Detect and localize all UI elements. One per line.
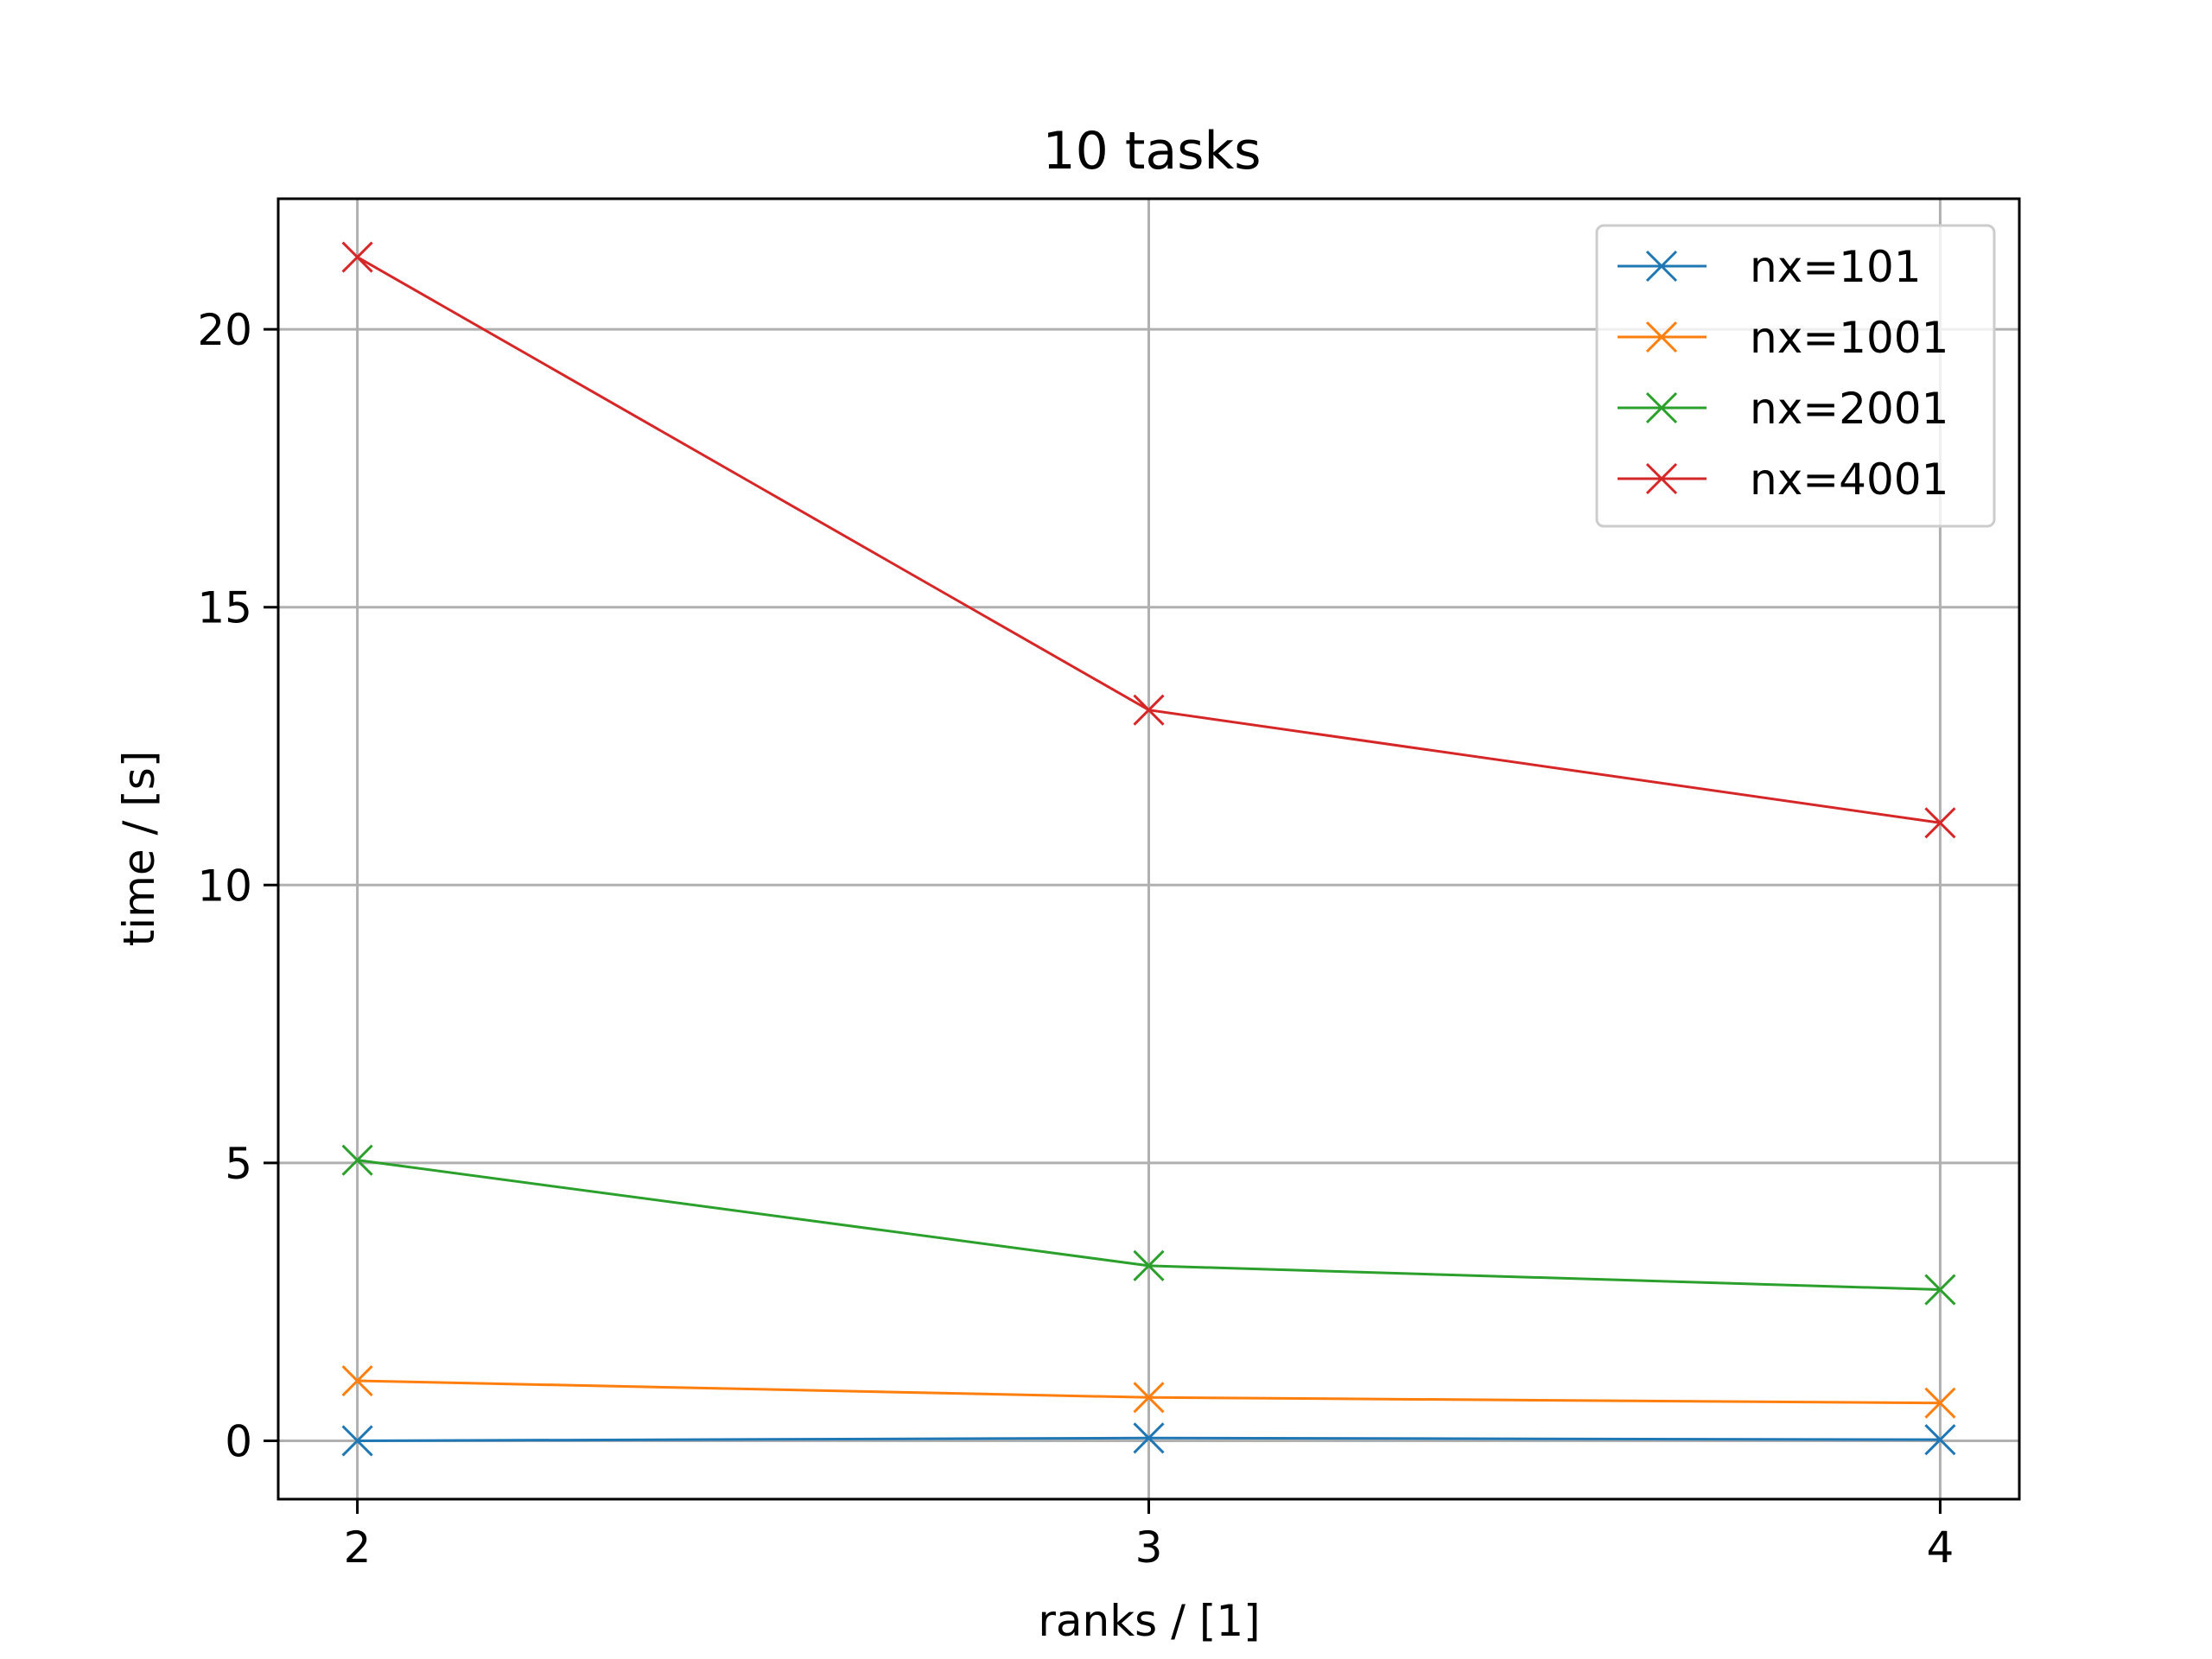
x-axis-label: ranks / [1] (1038, 1596, 1260, 1646)
chart-title: 10 tasks (1043, 121, 1262, 181)
legend-marker (1645, 391, 1678, 424)
y-tick-label: 0 (225, 1416, 252, 1466)
legend-marker (1645, 250, 1678, 283)
legend-label: nx=4001 (1750, 454, 1948, 505)
y-axis-label: time / [s] (114, 751, 164, 947)
legend-entry: nx=2001 (1618, 384, 1948, 434)
data-point-marker (341, 241, 373, 273)
x-tick-label: 4 (1927, 1522, 1955, 1573)
legend-label: nx=1001 (1750, 313, 1948, 363)
y-tick-label: 15 (197, 583, 252, 633)
series-markers (341, 241, 1956, 1457)
legend: nx=101 nx=1001 nx=2001 nx=4001 (1595, 224, 1996, 528)
y-tick-label: 10 (197, 861, 252, 911)
x-tick-label: 2 (344, 1522, 372, 1573)
data-point-marker (341, 1364, 373, 1397)
legend-label: nx=2001 (1750, 384, 1948, 434)
data-point-marker (1924, 1387, 1956, 1419)
legend-entry: nx=4001 (1618, 454, 1948, 505)
legend-marker (1645, 462, 1678, 495)
data-point-marker (341, 1425, 373, 1457)
data-point-marker (341, 1144, 373, 1176)
y-tick-label: 5 (225, 1139, 252, 1189)
legend-box (1595, 224, 1996, 528)
axis-ticks: 2 3 4 0 5 10 15 20 (197, 305, 1954, 1573)
legend-marker (1645, 321, 1678, 353)
data-point-marker (1133, 694, 1165, 726)
legend-entry: nx=1001 (1618, 313, 1948, 363)
data-point-marker (1924, 1424, 1956, 1456)
data-point-marker (1924, 807, 1956, 839)
x-tick-label: 3 (1135, 1522, 1163, 1573)
data-point-marker (1924, 1274, 1956, 1306)
y-tick-label: 20 (197, 305, 252, 355)
data-point-marker (1133, 1249, 1165, 1281)
data-point-marker (1133, 1382, 1165, 1414)
legend-label: nx=101 (1750, 242, 1922, 292)
legend-entry: nx=101 (1618, 242, 1922, 292)
data-point-marker (1133, 1422, 1165, 1454)
